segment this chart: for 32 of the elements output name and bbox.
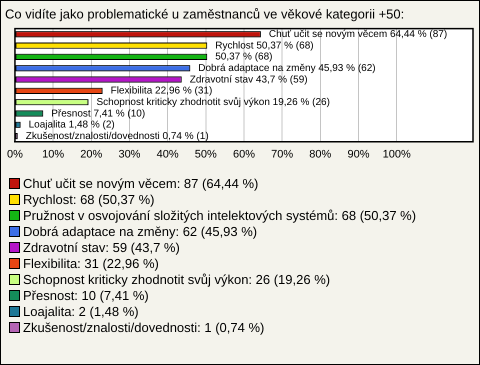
text: Přesnost: 10 (7,41 %) bbox=[23, 288, 149, 302]
x-tick-label: 60% bbox=[232, 148, 256, 160]
data-label: Rychlost 50,37 % (68) bbox=[215, 40, 314, 52]
x-tick-label: 80% bbox=[309, 148, 332, 160]
data-label: Dobrá adaptace na změny 45,93 % (62) bbox=[198, 62, 376, 74]
chart-title: Co vidíte jako problematické u zaměstnanců ve věkové kategorii +50: bbox=[5, 6, 404, 22]
data-label: Schopnost kriticky zhodnotit svůj výkon 19,26 % (26) bbox=[96, 96, 330, 108]
data-label: Loajalita 1,48 % (2) bbox=[28, 120, 115, 131]
text: Chuť učit se novým věcem: 87 (64,44 %) bbox=[23, 176, 258, 190]
x-tick-label: 20% bbox=[80, 148, 103, 160]
text: Flexibilita: 31 (22,96 %) bbox=[23, 256, 159, 270]
data-label: 50,37 % (68) bbox=[215, 52, 272, 63]
data-label: Přesnost 7,41 % (10) bbox=[51, 108, 146, 120]
x-tick-label: 50% bbox=[194, 148, 218, 160]
text: Dobrá adaptace na změny: 62 (45,93 %) bbox=[23, 224, 258, 238]
x-tick-label: 100% bbox=[382, 148, 411, 160]
x-tick-label: 90% bbox=[347, 148, 370, 160]
text: Pružnost v osvojování složitých intelektových systémů: 68 (50,37 %) bbox=[23, 208, 416, 222]
x-tick-label: 30% bbox=[118, 148, 141, 160]
x-tick-label: 70% bbox=[271, 148, 294, 160]
text: Rychlost: 68 (50,37 %) bbox=[23, 192, 155, 206]
data-label: Flexibilita 22,96 % (31) bbox=[110, 86, 212, 97]
x-tick-label: 0% bbox=[6, 148, 24, 160]
x-tick-label: 10% bbox=[42, 148, 64, 160]
data-label: Chuť učit se novým věcem 64,44 % (87) bbox=[268, 29, 448, 40]
data-label: Zdravotní stav 43,7 % (59) bbox=[190, 74, 308, 86]
text: Zdravotní stav: 59 (43,7 %) bbox=[23, 240, 180, 254]
x-tick-label: 40% bbox=[156, 148, 179, 160]
text: Schopnost kriticky zhodnotit svůj výkon: 26 (19,26 %) bbox=[23, 272, 330, 286]
text: Loajalita: 2 (1,48 %) bbox=[23, 304, 139, 318]
text: Zkušenost/znalosti/dovednosti: 1 (0,74 %) bbox=[23, 320, 264, 334]
data-label: Zkušenost/znalosti/dovednosti 0,74 % (1) bbox=[26, 130, 209, 142]
